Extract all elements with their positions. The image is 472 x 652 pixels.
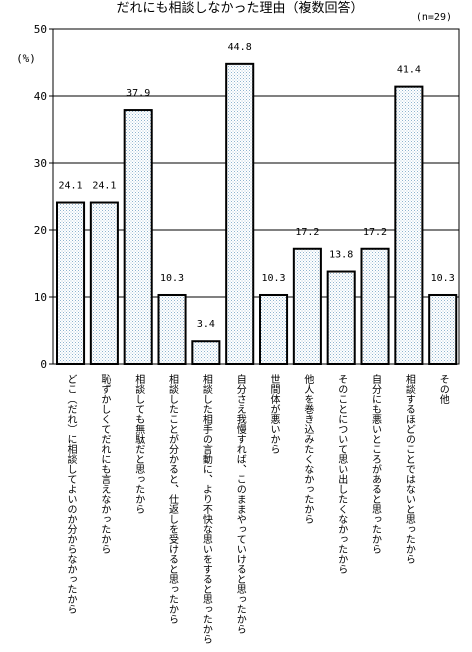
bar (56, 201, 86, 365)
grid-lines (53, 95, 459, 298)
y-tick-label: 50 (34, 23, 47, 36)
bar-value-label: 41.4 (397, 65, 421, 76)
bar (89, 201, 119, 365)
bar (157, 293, 187, 365)
x-category-label: 他人を巻き込みたくなかったから (302, 373, 314, 524)
bar (428, 293, 458, 365)
bar-value-label: 37.9 (126, 88, 150, 99)
x-category-label: どこ（だれ）に相談してよいのか分からなかったから (65, 374, 77, 614)
x-category-label: 相談したことが分かると、仕返しを受けると思ったから (167, 373, 179, 624)
y-tick-label: 0 (40, 358, 47, 371)
sample-size-note: (n=29) (416, 12, 452, 23)
bar (292, 247, 322, 365)
bar-value-label: 3.4 (197, 319, 215, 330)
bar (326, 270, 356, 366)
bar (394, 85, 424, 366)
x-category-label: 相談した相手の言動に、より不快な思いをすると思ったから (200, 373, 212, 644)
x-category-label: 自分にも悪いところがあると思ったから (370, 373, 382, 554)
y-tick-label: 10 (34, 291, 47, 304)
bars (56, 62, 458, 366)
bar-value-label: 10.3 (431, 273, 455, 284)
x-category-label: 世間体が悪いから (268, 374, 280, 454)
bar-value-label: 17.2 (295, 227, 319, 238)
x-category-label: 相談するほどのことではないと思ったから (403, 373, 415, 564)
bar-value-label: 17.2 (363, 227, 387, 238)
plot-frame (52, 28, 460, 365)
bar-value-labels: 24.1 24.1 37.9 10.3 3.4 44.8 10.3 17.2 13.8 17.2 4… (58, 42, 454, 330)
bar-value-label: 13.8 (329, 250, 353, 261)
bar-value-label: 10.3 (160, 273, 184, 284)
bar (191, 340, 221, 366)
bar-value-label: 24.1 (58, 181, 82, 192)
bar (225, 62, 255, 366)
bar-value-label: 10.3 (261, 273, 285, 284)
bar-value-label: 44.8 (228, 42, 252, 53)
x-category-label: 自分さえ我慢すれば、このままやっていけると思ったから (234, 373, 246, 634)
bar (123, 109, 153, 365)
x-axis-category-labels: どこ（だれ）に相談してよいのか分からなかったから 恥ずかしくてだれにも言えなかった… (65, 373, 449, 644)
x-category-label: 恥ずかしくてだれにも言えなかったから (99, 374, 111, 554)
x-category-label: その他 (437, 374, 449, 405)
y-axis-label: (%) (16, 52, 36, 65)
y-tick-label: 30 (34, 157, 47, 170)
bar (360, 247, 390, 365)
x-category-label: そのことについて思い出したくなかったから (336, 374, 348, 574)
y-axis-ticks: 0 10 20 30 40 50 (34, 23, 53, 371)
chart-title: だれにも相談しなかった理由（複数回答） (116, 0, 363, 16)
y-tick-label: 20 (34, 224, 47, 237)
bar-value-label: 24.1 (92, 181, 116, 192)
x-category-label: 相談しても無駄だと思ったから (133, 373, 145, 514)
bar (259, 293, 289, 365)
y-tick-label: 40 (34, 90, 47, 103)
